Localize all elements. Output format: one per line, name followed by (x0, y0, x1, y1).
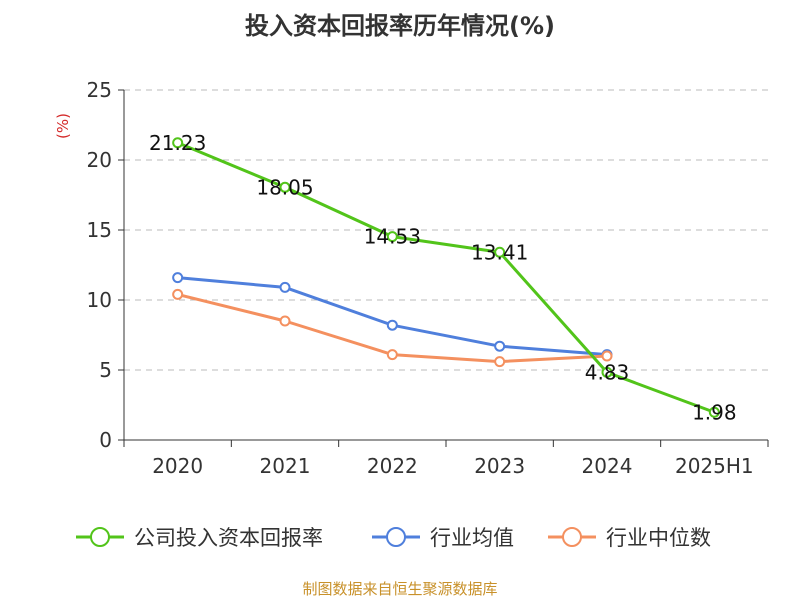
axes: 0 5 10 15 20 25 2020 2021 2022 2023 2024 2025H1 (87, 78, 769, 478)
data-point (386, 319, 398, 331)
data-point (386, 349, 398, 361)
series-1 (172, 272, 613, 361)
x-tick-label: 2025H1 (675, 454, 754, 478)
x-tick-label: 2024 (582, 454, 633, 478)
legend: 公司投入资本回报率 行业均值 行业中位数 (76, 526, 711, 550)
data-point (279, 315, 291, 327)
data-point (386, 231, 398, 243)
legend-marker (90, 527, 110, 547)
legend-label: 行业均值 (430, 526, 514, 550)
source-note: 制图数据来自恒生聚源数据库 (302, 580, 497, 598)
data-label: 1.98 (692, 400, 737, 424)
data-label: 4.83 (585, 360, 630, 384)
y-tick-label: 10 (87, 288, 112, 312)
data-point (279, 181, 291, 193)
y-axis-label: (%) (54, 113, 72, 139)
series-0 (172, 137, 720, 418)
series-line (177, 276, 608, 357)
data-label: 21.23 (149, 131, 206, 155)
series-line (177, 141, 715, 414)
y-tick-label: 20 (87, 148, 112, 172)
data-point (708, 406, 720, 418)
x-tick-label: 2021 (260, 454, 311, 478)
data-point (601, 350, 613, 362)
x-tick-label: 2020 (152, 454, 203, 478)
data-point (601, 366, 613, 378)
legend-marker (562, 527, 582, 547)
data-point (494, 340, 506, 352)
chart-title: 投入资本回报率历年情况(%) (245, 12, 555, 40)
y-tick-label: 0 (99, 428, 112, 452)
data-labels: 21.23 18.05 14.53 13.41 4.83 1.98 (149, 131, 737, 425)
data-label: 14.53 (364, 225, 421, 249)
data-point (172, 288, 184, 300)
y-tick-label: 25 (87, 78, 112, 102)
legend-label: 公司投入资本回报率 (134, 526, 323, 550)
legend-marker (386, 527, 406, 547)
legend-item[interactable]: 公司投入资本回报率 (76, 526, 323, 550)
data-point (494, 356, 506, 368)
legend-label: 行业中位数 (606, 526, 711, 550)
x-tick-label: 2022 (367, 454, 418, 478)
grid-lines (124, 89, 768, 371)
data-point (279, 281, 291, 293)
legend-item[interactable]: 行业均值 (372, 526, 514, 550)
data-label: 13.41 (471, 240, 528, 264)
legend-item[interactable]: 行业中位数 (548, 526, 711, 550)
data-point (494, 246, 506, 258)
y-tick-label: 5 (99, 358, 112, 382)
data-point (172, 137, 184, 149)
data-point (172, 272, 184, 284)
series-2 (172, 288, 613, 368)
y-tick-label: 15 (87, 218, 112, 242)
x-tick-label: 2023 (474, 454, 525, 478)
data-label: 18.05 (256, 175, 313, 199)
series-layer (172, 137, 720, 418)
